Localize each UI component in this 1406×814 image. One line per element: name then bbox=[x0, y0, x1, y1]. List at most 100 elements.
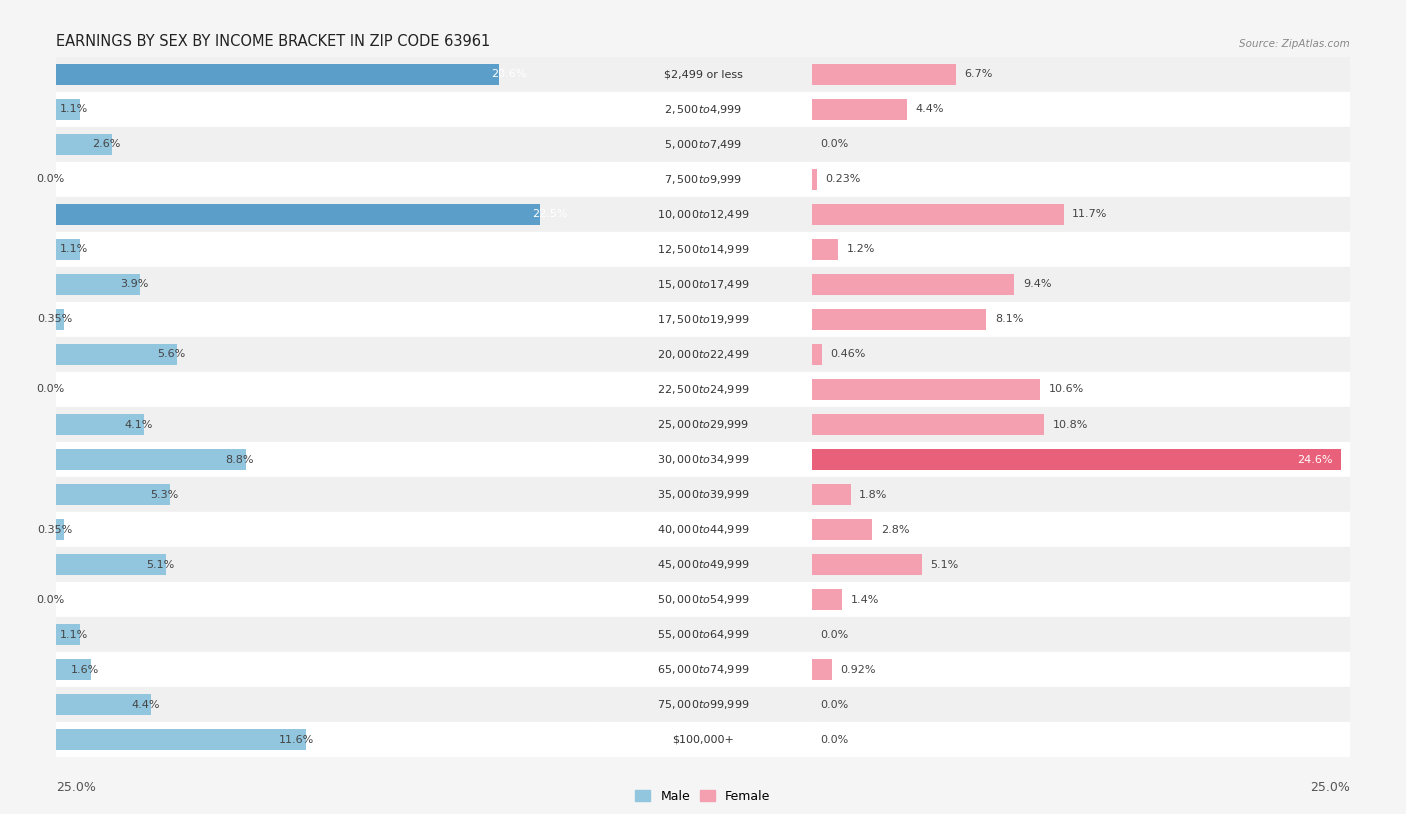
Bar bbox=[593, 337, 813, 372]
Text: 0.0%: 0.0% bbox=[821, 699, 849, 710]
Text: 0.35%: 0.35% bbox=[37, 314, 72, 325]
Bar bbox=[813, 547, 1350, 582]
Text: Source: ZipAtlas.com: Source: ZipAtlas.com bbox=[1239, 39, 1350, 49]
Text: 22.5%: 22.5% bbox=[531, 209, 567, 220]
Bar bbox=[813, 337, 1350, 372]
Bar bbox=[56, 372, 593, 407]
Bar bbox=[56, 64, 499, 85]
Bar bbox=[813, 239, 838, 260]
Text: 0.0%: 0.0% bbox=[821, 734, 849, 745]
Text: $2,500 to $4,999: $2,500 to $4,999 bbox=[664, 103, 742, 116]
Text: 1.1%: 1.1% bbox=[60, 629, 89, 640]
Text: 2.6%: 2.6% bbox=[93, 139, 121, 150]
Text: $65,000 to $74,999: $65,000 to $74,999 bbox=[657, 663, 749, 676]
Text: $55,000 to $64,999: $55,000 to $64,999 bbox=[657, 628, 749, 641]
Bar bbox=[56, 197, 593, 232]
Bar bbox=[56, 239, 80, 260]
Text: 25.0%: 25.0% bbox=[56, 781, 96, 794]
Bar bbox=[56, 582, 593, 617]
Bar bbox=[593, 127, 813, 162]
Text: 11.6%: 11.6% bbox=[280, 734, 315, 745]
Bar bbox=[56, 232, 593, 267]
Text: 8.8%: 8.8% bbox=[225, 454, 254, 465]
Bar bbox=[593, 687, 813, 722]
Bar bbox=[813, 344, 823, 365]
Text: 1.1%: 1.1% bbox=[60, 104, 89, 115]
Text: 4.1%: 4.1% bbox=[125, 419, 153, 430]
Text: $100,000+: $100,000+ bbox=[672, 734, 734, 745]
Text: 4.4%: 4.4% bbox=[915, 104, 943, 115]
Bar bbox=[813, 267, 1350, 302]
Bar bbox=[56, 722, 593, 757]
Bar bbox=[56, 344, 177, 365]
Bar bbox=[813, 687, 1350, 722]
Text: 5.1%: 5.1% bbox=[146, 559, 174, 570]
Bar bbox=[56, 92, 593, 127]
Bar bbox=[813, 379, 1040, 400]
Bar bbox=[56, 309, 63, 330]
Text: 10.6%: 10.6% bbox=[1049, 384, 1084, 395]
Text: $17,500 to $19,999: $17,500 to $19,999 bbox=[657, 313, 749, 326]
Text: $5,000 to $7,499: $5,000 to $7,499 bbox=[664, 138, 742, 151]
Bar bbox=[593, 512, 813, 547]
Text: $30,000 to $34,999: $30,000 to $34,999 bbox=[657, 453, 749, 466]
Bar bbox=[813, 554, 922, 575]
Bar bbox=[56, 687, 593, 722]
Bar bbox=[813, 127, 1350, 162]
Text: 0.0%: 0.0% bbox=[37, 384, 65, 395]
Bar bbox=[593, 267, 813, 302]
Text: 5.3%: 5.3% bbox=[150, 489, 179, 500]
Bar bbox=[813, 512, 1350, 547]
Bar bbox=[813, 309, 986, 330]
Bar bbox=[56, 442, 593, 477]
Bar bbox=[813, 449, 1341, 470]
Bar bbox=[813, 722, 1350, 757]
Bar bbox=[813, 442, 1350, 477]
Text: 0.35%: 0.35% bbox=[37, 524, 72, 535]
Text: 0.0%: 0.0% bbox=[37, 174, 65, 185]
Bar bbox=[56, 274, 141, 295]
Text: 0.23%: 0.23% bbox=[825, 174, 860, 185]
Text: 25.0%: 25.0% bbox=[1310, 781, 1350, 794]
Bar bbox=[56, 484, 170, 505]
Bar bbox=[56, 414, 145, 435]
Bar bbox=[56, 547, 593, 582]
Text: 3.9%: 3.9% bbox=[121, 279, 149, 290]
Bar bbox=[593, 92, 813, 127]
Bar bbox=[593, 407, 813, 442]
Bar bbox=[593, 232, 813, 267]
Bar bbox=[56, 449, 246, 470]
Text: $2,499 or less: $2,499 or less bbox=[664, 69, 742, 80]
Bar bbox=[813, 589, 842, 610]
Bar bbox=[813, 659, 832, 680]
Text: $20,000 to $22,499: $20,000 to $22,499 bbox=[657, 348, 749, 361]
Bar bbox=[56, 99, 80, 120]
Text: 8.1%: 8.1% bbox=[995, 314, 1024, 325]
Bar bbox=[593, 442, 813, 477]
Text: 11.7%: 11.7% bbox=[1073, 209, 1108, 220]
Text: $7,500 to $9,999: $7,500 to $9,999 bbox=[664, 173, 742, 186]
Bar bbox=[56, 162, 593, 197]
Bar bbox=[56, 127, 593, 162]
Bar bbox=[813, 372, 1350, 407]
Bar bbox=[813, 519, 872, 540]
Bar bbox=[593, 57, 813, 92]
Text: 1.6%: 1.6% bbox=[72, 664, 100, 675]
Text: 24.6%: 24.6% bbox=[1298, 454, 1333, 465]
Text: 1.8%: 1.8% bbox=[859, 489, 887, 500]
Text: $25,000 to $29,999: $25,000 to $29,999 bbox=[657, 418, 749, 431]
Text: $12,500 to $14,999: $12,500 to $14,999 bbox=[657, 243, 749, 256]
Text: $10,000 to $12,499: $10,000 to $12,499 bbox=[657, 208, 749, 221]
Text: 5.6%: 5.6% bbox=[157, 349, 186, 360]
Text: $40,000 to $44,999: $40,000 to $44,999 bbox=[657, 523, 749, 536]
Bar bbox=[56, 554, 166, 575]
Bar bbox=[56, 624, 80, 645]
Text: $15,000 to $17,499: $15,000 to $17,499 bbox=[657, 278, 749, 291]
Bar bbox=[813, 92, 1350, 127]
Text: $75,000 to $99,999: $75,000 to $99,999 bbox=[657, 698, 749, 711]
Bar bbox=[593, 582, 813, 617]
Text: 4.4%: 4.4% bbox=[131, 699, 159, 710]
Text: 1.1%: 1.1% bbox=[60, 244, 89, 255]
Legend: Male, Female: Male, Female bbox=[630, 785, 776, 807]
Text: $35,000 to $39,999: $35,000 to $39,999 bbox=[657, 488, 749, 501]
